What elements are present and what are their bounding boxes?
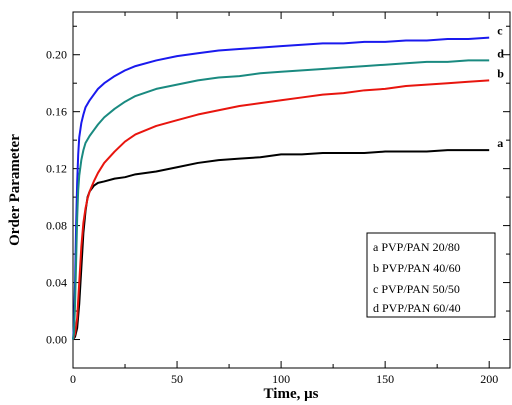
legend-item-b: b PVP/PAN 40/60: [373, 261, 461, 275]
series-line-c: [72, 36, 490, 340]
series-line-b: [72, 79, 490, 340]
series-group: [72, 36, 490, 341]
series-end-label-d: d: [497, 46, 504, 60]
x-tick-label: 50: [171, 372, 183, 386]
y-tick-label: 0.20: [46, 48, 67, 62]
legend-item-a: a PVP/PAN 20/80: [373, 240, 460, 254]
legend-box: [366, 232, 496, 318]
x-axis-title: Time, μs: [264, 386, 319, 402]
plot-frame: [72, 11, 511, 369]
x-tick-label: 200: [480, 372, 498, 386]
y-tick-label: 0.00: [46, 333, 67, 347]
series-end-label-a: a: [497, 136, 503, 150]
y-axis-title: Order Parameter: [7, 134, 23, 246]
legend: a PVP/PAN 20/80 b PVP/PAN 40/60 c PVP/PA…: [366, 232, 496, 318]
legend-item-c: c PVP/PAN 50/50: [373, 282, 460, 296]
series-end-label-b: b: [497, 66, 504, 80]
y-tick-label: 0.08: [46, 219, 67, 233]
series-end-label-c: c: [497, 24, 503, 38]
x-tick-label: 100: [272, 372, 290, 386]
y-tick-label: 0.04: [46, 276, 67, 290]
y-tick-label: 0.16: [46, 105, 67, 119]
y-tick-label: 0.12: [46, 162, 67, 176]
x-tick-label: 150: [376, 372, 394, 386]
x-tick-label: 0: [70, 372, 76, 386]
legend-item-d: d PVP/PAN 60/40: [373, 301, 461, 315]
series-end-labels: a b cd: [497, 24, 504, 150]
axis-tick-labels: 0 50 100 150 200 0.00 0.04 0.08 0.12 0.16 0.20: [46, 48, 498, 386]
axis-ticks: [72, 12, 510, 369]
series-line-d: [72, 59, 490, 340]
